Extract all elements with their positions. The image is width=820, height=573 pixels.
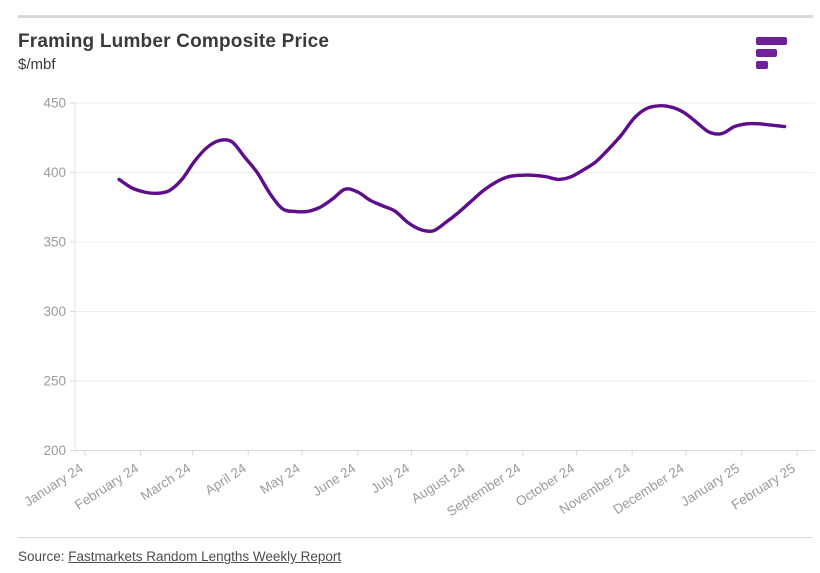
y-axis-tick-label: 250 [43,374,66,389]
x-axis-tick-label: July 24 [368,460,412,496]
x-axis-tick-label: April 24 [202,460,249,498]
source-line: Source: Fastmarkets Random Lengths Weekl… [18,537,813,564]
x-axis-tick-label: March 24 [138,460,194,503]
source-link[interactable]: Fastmarkets Random Lengths Weekly Report [68,549,342,564]
top-divider [18,15,813,18]
x-axis-tick-label: February 24 [72,460,142,512]
logo-bar-bottom [756,61,768,69]
x-axis-tick-label: May 24 [257,460,303,497]
y-axis-tick-label: 400 [43,165,66,180]
logo-bar-middle [756,49,777,57]
chart-title: Framing Lumber Composite Price [18,31,330,52]
chart-unit-label: $/mbf [18,55,56,73]
chart-header: Framing Lumber Composite Price $/mbf [18,30,329,73]
x-axis-tick-label: June 24 [310,460,359,499]
y-axis-tick-label: 300 [43,304,66,319]
logo-bar-top [756,37,787,45]
price-line-path [117,104,787,234]
fastmarkets-logo-icon [756,37,788,71]
y-axis-tick-label: 200 [43,443,66,458]
source-label: Source: [18,549,69,564]
y-axis-tick-label: 350 [43,235,66,250]
y-axis-tick-label: 450 [43,96,66,111]
